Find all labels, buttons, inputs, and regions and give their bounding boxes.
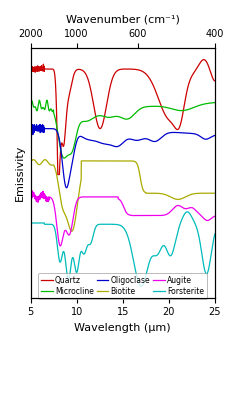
Biotite — [108, 158, 111, 163]
Augite — [50, 196, 53, 201]
Biotite — [213, 191, 216, 196]
Biotite — [190, 192, 193, 197]
Forsterite — [29, 221, 32, 226]
Quartz — [202, 57, 205, 62]
Biotite — [61, 206, 64, 211]
Microcline — [210, 100, 213, 105]
Forsterite — [61, 252, 64, 256]
Augite — [190, 205, 193, 210]
Microcline — [29, 104, 32, 109]
Quartz — [190, 74, 193, 79]
Forsterite — [140, 284, 143, 289]
X-axis label: Wavelength (μm): Wavelength (μm) — [74, 323, 171, 333]
Forsterite — [50, 222, 53, 227]
Biotite — [210, 191, 213, 196]
Quartz — [50, 66, 53, 71]
Quartz — [56, 172, 59, 177]
Line: Microcline: Microcline — [31, 100, 215, 158]
Microcline — [61, 154, 64, 159]
Line: Forsterite: Forsterite — [31, 212, 215, 286]
Microcline — [108, 115, 111, 120]
Microcline — [50, 108, 53, 112]
Oligoclase — [213, 133, 216, 138]
Biotite — [70, 229, 73, 234]
Forsterite — [213, 232, 216, 236]
Line: Oligoclase: Oligoclase — [31, 124, 215, 188]
Oligoclase — [61, 162, 64, 167]
Line: Augite: Augite — [31, 191, 215, 246]
X-axis label: Wavenumber (cm⁻¹): Wavenumber (cm⁻¹) — [66, 15, 180, 25]
Augite — [59, 244, 62, 248]
Legend: Quartz, Microcline, Oligoclase, Biotite, Augite, Forsterite: Quartz, Microcline, Oligoclase, Biotite,… — [38, 273, 207, 299]
Quartz — [210, 72, 213, 77]
Quartz — [213, 78, 216, 83]
Oligoclase — [190, 131, 193, 136]
Forsterite — [190, 214, 193, 219]
Quartz — [108, 88, 111, 93]
Augite — [100, 194, 103, 199]
Oligoclase — [100, 141, 103, 146]
Augite — [29, 194, 32, 199]
Biotite — [32, 157, 35, 162]
Quartz — [29, 66, 32, 71]
Oligoclase — [29, 124, 32, 129]
Oligoclase — [108, 142, 111, 147]
Biotite — [29, 160, 32, 164]
Forsterite — [100, 222, 103, 227]
Oligoclase — [210, 134, 213, 139]
Augite — [61, 236, 64, 241]
Augite — [213, 214, 216, 219]
Biotite — [100, 158, 103, 163]
Line: Quartz: Quartz — [31, 60, 215, 174]
Oligoclase — [65, 185, 68, 190]
Y-axis label: Emissivity: Emissivity — [15, 145, 25, 201]
Augite — [108, 194, 111, 199]
Microcline — [100, 113, 103, 118]
Forsterite — [210, 251, 213, 256]
Microcline — [190, 106, 193, 111]
Microcline — [213, 100, 216, 105]
Quartz — [61, 142, 64, 147]
Forsterite — [108, 222, 111, 227]
Quartz — [100, 125, 103, 130]
Microcline — [38, 98, 41, 102]
Augite — [31, 188, 34, 193]
Line: Biotite: Biotite — [31, 160, 215, 231]
Microcline — [63, 156, 65, 160]
Augite — [210, 216, 213, 221]
Forsterite — [186, 210, 189, 214]
Biotite — [50, 163, 53, 168]
Oligoclase — [50, 126, 53, 131]
Oligoclase — [38, 122, 41, 127]
